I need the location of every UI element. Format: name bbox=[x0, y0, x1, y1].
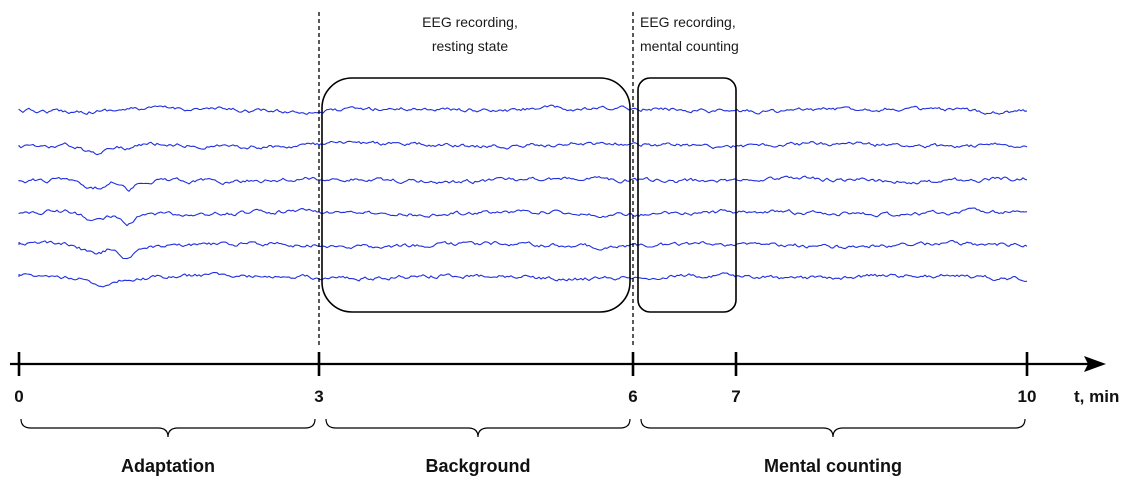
resting-annotation-line2: resting state bbox=[432, 38, 508, 54]
phase-label-background: Background bbox=[425, 456, 530, 476]
tick-label-6: 6 bbox=[628, 387, 637, 406]
brace-adaptation bbox=[20, 418, 316, 438]
eeg-channel-trace bbox=[18, 140, 1028, 156]
phase-label-mental-counting: Mental counting bbox=[764, 456, 902, 476]
counting-annotation-line1: EEG recording, bbox=[640, 14, 736, 30]
counting-recording-box bbox=[637, 77, 737, 313]
eeg-channel-trace bbox=[18, 240, 1028, 260]
eeg-channel-trace bbox=[18, 207, 1028, 227]
tick-label-3: 3 bbox=[314, 387, 323, 406]
phase-label-adaptation: Adaptation bbox=[121, 456, 215, 476]
tick-label-7: 7 bbox=[731, 387, 740, 406]
tick-label-10: 10 bbox=[1018, 387, 1037, 406]
resting-annotation-line1: EEG recording, bbox=[422, 14, 518, 30]
eeg-channel-trace bbox=[18, 175, 1028, 192]
time-axis-arrowhead bbox=[1084, 356, 1106, 372]
axis-unit-label: t, min bbox=[1074, 387, 1119, 406]
counting-annotation-line2: mental counting bbox=[640, 38, 739, 54]
eeg-channel-trace bbox=[18, 104, 1028, 115]
eeg-traces bbox=[18, 104, 1028, 288]
brace-mental-counting bbox=[640, 418, 1026, 438]
eeg-channel-trace bbox=[18, 271, 1028, 288]
resting-recording-box bbox=[321, 77, 631, 313]
tick-label-0: 0 bbox=[14, 387, 23, 406]
brace-background bbox=[325, 418, 631, 438]
